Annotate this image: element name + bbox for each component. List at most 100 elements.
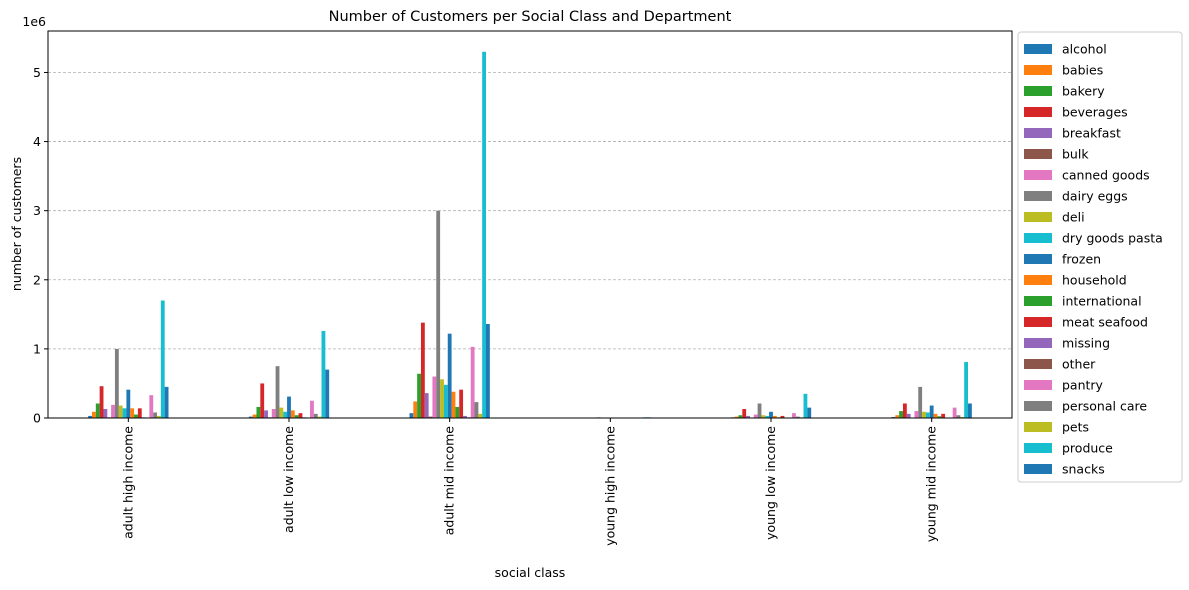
legend-swatch [1024,296,1052,306]
bar-dairy-eggs-0 [114,348,119,418]
bar-canned-goods-5 [914,411,919,418]
bar-pets-5 [960,416,965,418]
legend-label: household [1062,273,1127,288]
legend-swatch [1024,65,1052,75]
bar-dairy-eggs-2 [436,210,441,418]
y-tick-label: 3 [33,203,41,218]
legend-swatch [1024,275,1052,285]
legend-swatch [1024,86,1052,96]
bar-frozen-4 [769,411,773,418]
y-tick-label: 5 [33,65,41,80]
bar-dry-goods-pasta-2 [443,384,448,418]
bar-canned-goods-1 [271,409,276,418]
legend-label: pets [1062,420,1089,435]
bar-frozen-2 [447,333,452,418]
bar-beverages-4 [742,409,747,418]
bar-bakery-1 [256,406,261,418]
bar-alcohol-5 [891,416,896,418]
bar-pantry-1 [310,400,314,418]
bar-dry-goods-pasta-0 [122,408,127,418]
bar-babies-1 [252,414,257,418]
bar-dairy-eggs-5 [918,386,923,418]
legend-swatch [1024,380,1052,390]
bar-babies-0 [91,411,96,418]
bar-frozen-1 [287,396,291,418]
bar-personal-care-0 [153,412,158,418]
legend-swatch [1024,338,1052,348]
bar-bulk-2 [428,416,433,418]
x-tick-label: adult mid income [442,426,457,536]
bar-canned-goods-4 [753,414,758,418]
bar-produce-2 [482,51,487,418]
y-tick-label: 0 [33,411,41,426]
legend-swatch [1024,107,1052,117]
bar-pantry-5 [952,407,957,418]
legend-swatch [1024,170,1052,180]
bar-meat-seafood-1 [298,413,303,418]
bar-snacks-2 [486,324,490,418]
bar-breakfast-4 [746,415,750,418]
plot-area-frame [47,30,1013,419]
bar-snacks-0 [164,386,169,418]
legend-box [1017,31,1183,483]
legend-swatch [1024,128,1052,138]
y-tick-label: 4 [33,134,41,149]
legend-swatch [1024,191,1052,201]
legend-label: missing [1062,336,1110,351]
bar-frozen-5 [929,405,934,418]
bar-breakfast-5 [906,413,911,418]
bar-household-5 [933,413,938,418]
bar-household-0 [130,408,135,418]
x-axis-ticks: adult high income adult low income adult m… [120,418,939,546]
legend-swatch [1024,212,1052,222]
legend-swatch [1024,401,1052,411]
bar-household-4 [772,415,777,418]
legend-label: personal care [1062,399,1147,414]
bar-produce-5 [964,362,969,418]
bar-personal-care-4 [795,416,800,418]
bar-pets-2 [478,413,483,418]
x-tick-label: young low income [763,426,778,540]
gridlines [48,72,1012,350]
bar-missing-2 [463,415,467,418]
x-tick-label: adult high income [120,426,135,539]
bar-household-1 [290,410,295,418]
bar-deli-5 [922,411,926,418]
bar-produce-1 [321,330,326,418]
legend-label: breakfast [1062,126,1121,141]
bar-babies-2 [413,401,418,418]
bar-pets-0 [157,415,161,418]
bar-produce-4 [803,393,808,418]
bar-bakery-2 [417,373,421,418]
bar-bakery-5 [899,411,903,418]
legend-swatch [1024,149,1052,159]
bar-pantry-2 [470,346,475,418]
bar-international-0 [134,414,138,418]
bar-snacks-4 [807,407,812,418]
bar-breakfast-2 [424,393,429,418]
bar-meat-seafood-2 [459,389,464,418]
legend-label: babies [1062,63,1103,78]
legend-swatch [1024,464,1052,474]
bar-frozen-0 [126,389,131,418]
bar-international-5 [937,416,942,418]
bar-household-2 [451,391,456,418]
bar-meat-seafood-4 [780,415,785,418]
bar-dry-goods-pasta-4 [765,415,770,418]
bar-pets-1 [317,416,322,418]
bar-deli-0 [118,405,123,418]
bar-snacks-5 [968,403,972,418]
y-axis-label: number of customers [9,157,24,291]
legend-label: international [1062,294,1142,309]
legend-swatch [1024,254,1052,264]
legend-swatch [1024,44,1052,54]
bar-produce-0 [160,300,165,418]
bar-beverages-5 [902,403,907,418]
bar-beverages-2 [420,322,425,418]
x-tick-label: young high income [602,426,617,546]
bar-dry-goods-pasta-5 [925,412,930,418]
legend-label: other [1062,357,1096,372]
legend-label: dairy eggs [1062,189,1128,204]
legend-label: deli [1062,210,1085,225]
